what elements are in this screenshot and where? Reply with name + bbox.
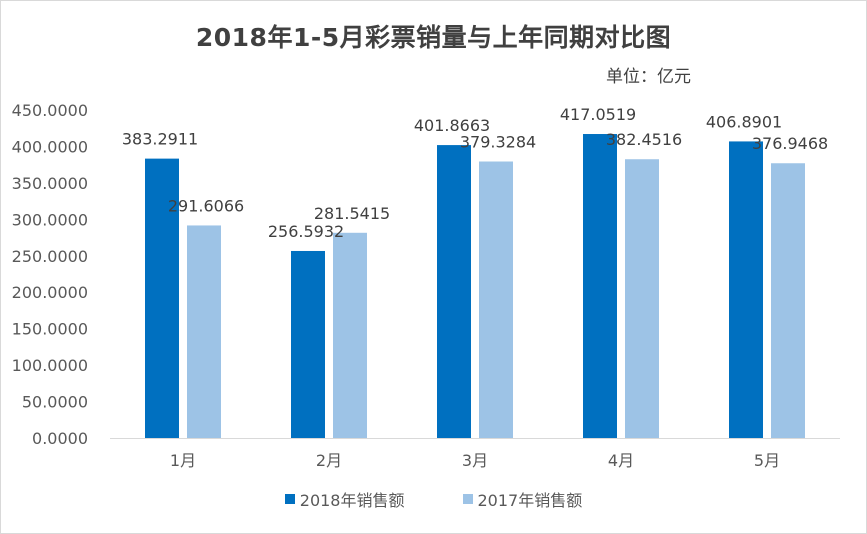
bar-series-group: [145, 134, 805, 439]
bar-2017: [625, 159, 659, 438]
x-axis: 1月 2月 3月 4月 5月: [110, 438, 840, 470]
bar-2017: [479, 161, 513, 438]
y-tick-label: 300.0000: [12, 210, 88, 229]
legend: 2018年销售额 2017年销售额: [0, 487, 867, 511]
y-tick-label: 450.0000: [12, 101, 88, 120]
bar-2017: [771, 163, 805, 438]
bar-2018: [145, 158, 179, 438]
data-label-2017: 382.4516: [606, 130, 682, 149]
chart-title: 2018年1-5月彩票销量与上年同期对比图: [195, 23, 672, 52]
y-tick-label: 50.0000: [22, 393, 88, 412]
data-label-2017: 379.3284: [460, 133, 536, 152]
data-label-2017: 376.9468: [752, 134, 828, 153]
bar-2018: [291, 250, 325, 438]
x-tick-label: 2月: [316, 451, 342, 470]
legend-item-2017: 2017年销售额: [462, 487, 583, 511]
y-tick-label: 250.0000: [12, 247, 88, 266]
bar-2017: [333, 232, 367, 438]
legend-label-2018: 2018年销售额: [299, 491, 405, 510]
legend-label-2017: 2017年销售额: [477, 491, 583, 510]
y-tick-label: 400.0000: [12, 137, 88, 156]
y-tick-label: 350.0000: [12, 174, 88, 193]
y-tick-label: 100.0000: [12, 356, 88, 375]
data-label-2018: 383.2911: [122, 130, 198, 149]
bar-2017: [187, 225, 221, 438]
x-tick-label: 1月: [170, 451, 196, 470]
bar-2018: [729, 141, 763, 438]
data-label-2018: 406.8901: [706, 112, 782, 131]
legend-swatch-2017: [462, 494, 473, 504]
data-label-2017: 281.5415: [314, 204, 390, 223]
y-tick-label: 150.0000: [12, 320, 88, 339]
unit-label: 单位：亿元: [606, 67, 691, 87]
legend-item-2018: 2018年销售额: [284, 487, 405, 511]
x-tick-label: 5月: [754, 451, 780, 470]
x-tick-label: 4月: [608, 451, 634, 470]
data-label-2018: 417.0519: [560, 105, 636, 124]
bar-2018: [437, 145, 471, 439]
x-tick-label: 3月: [462, 451, 488, 470]
data-label-2017: 291.6066: [168, 196, 244, 215]
data-label-2018: 401.8663: [414, 116, 490, 135]
data-label-2018: 256.5932: [268, 222, 344, 241]
bar-2018: [583, 134, 617, 438]
legend-swatch-2018: [284, 494, 295, 504]
y-tick-label: 200.0000: [12, 283, 88, 302]
y-tick-label: 0.0000: [32, 429, 88, 448]
y-axis: 0.0000 50.0000 100.0000 150.0000 200.0000 250…: [12, 101, 88, 448]
